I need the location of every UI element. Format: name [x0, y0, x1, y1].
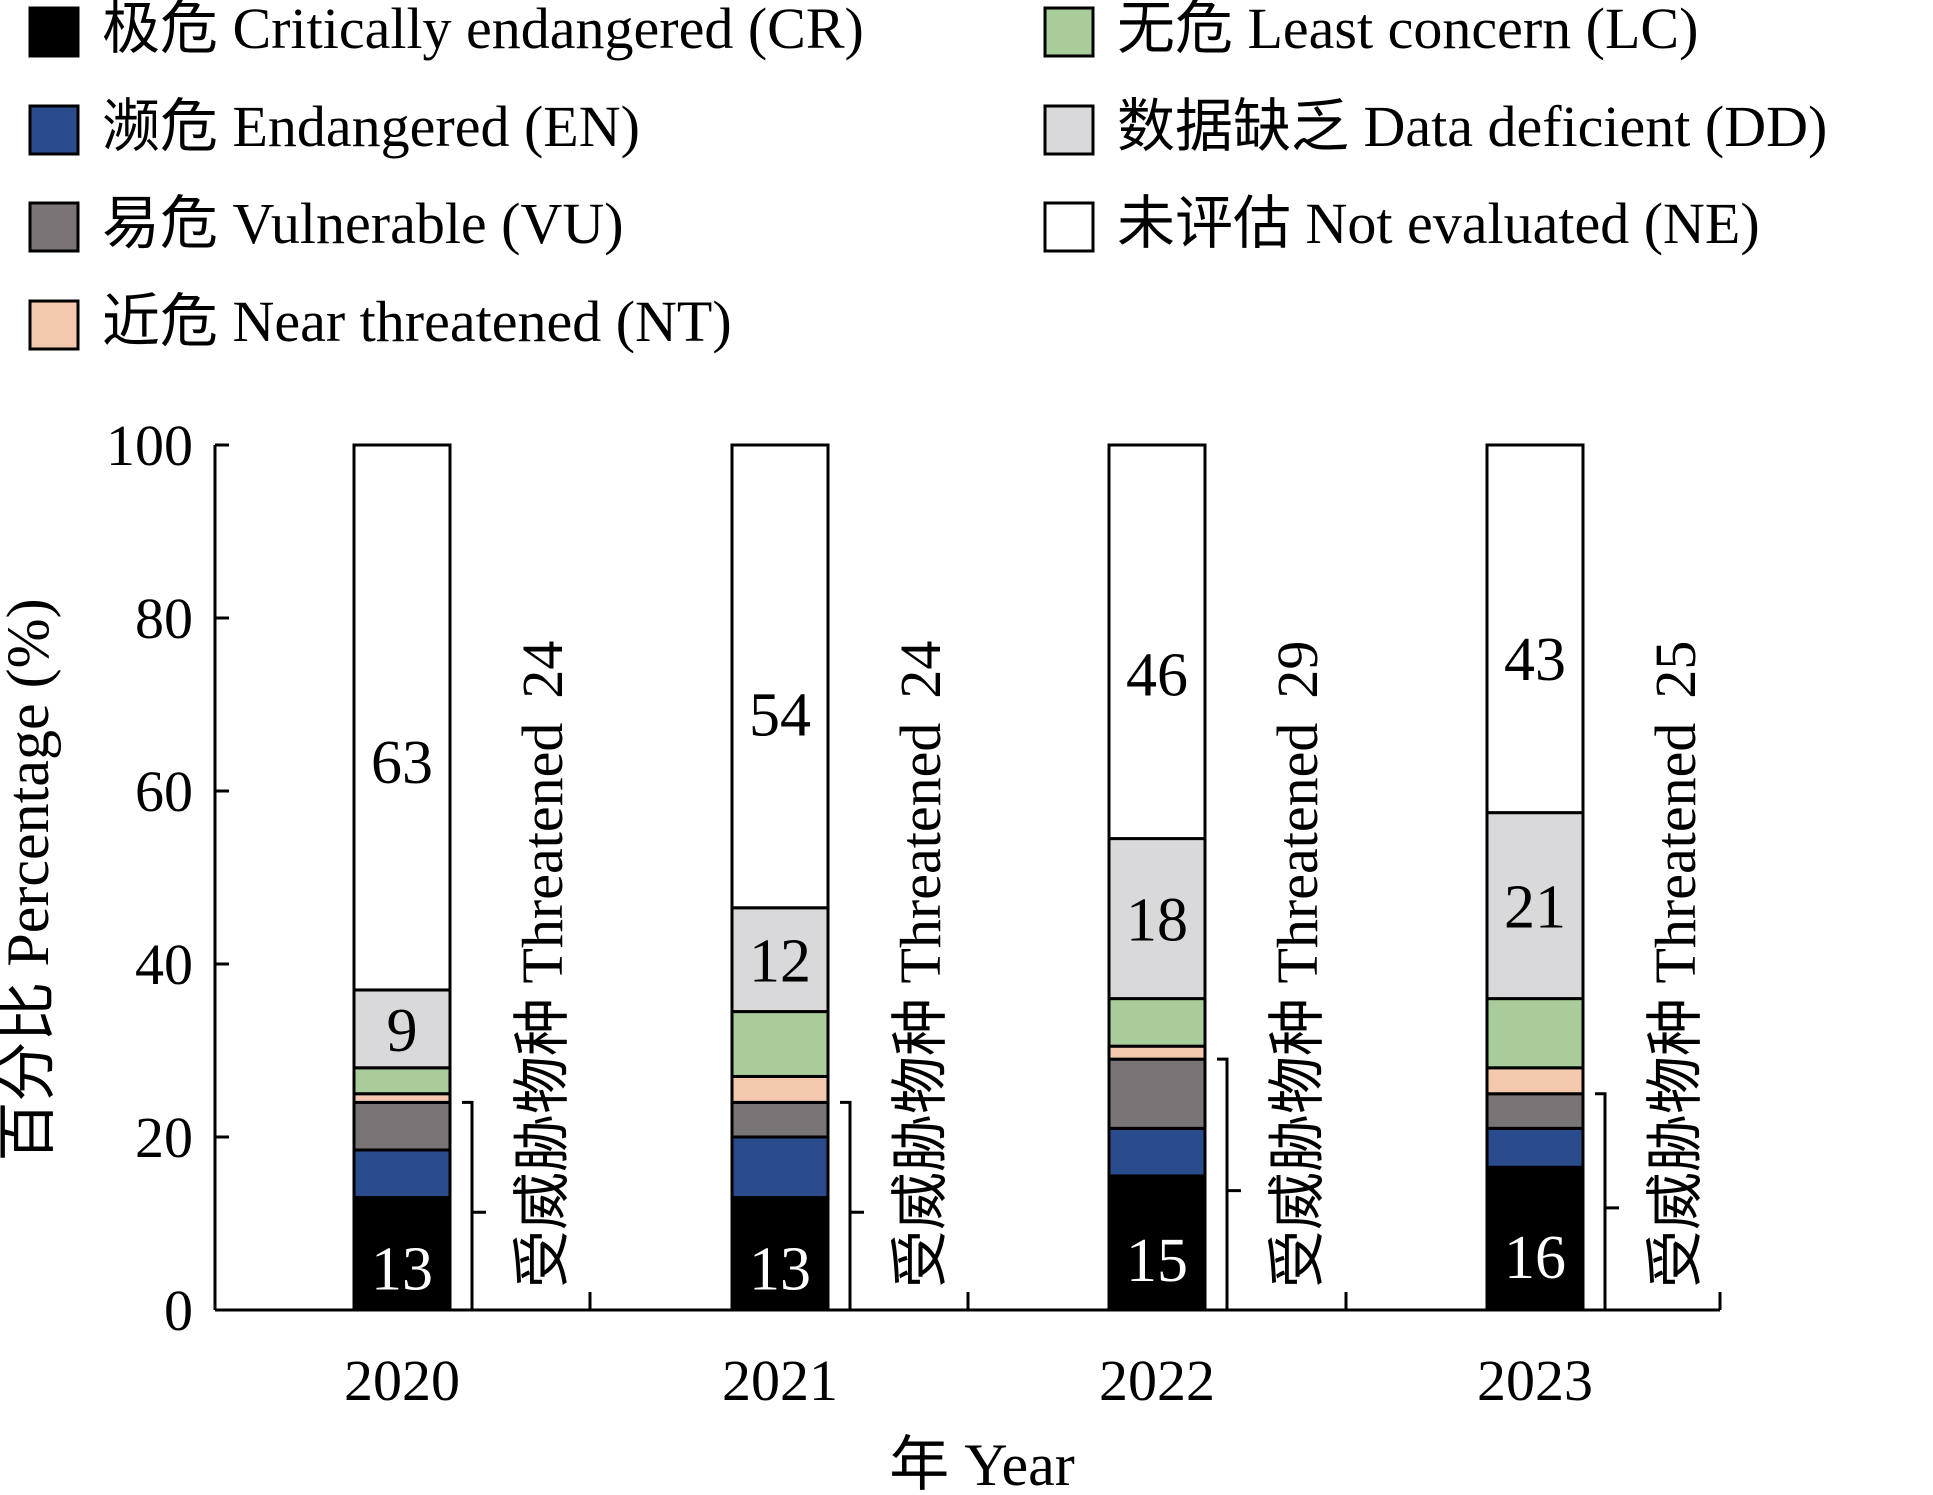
threatened-bracket-2021	[840, 1100, 864, 1312]
bar-label-2023-not-evaluated-ne: 43	[1504, 626, 1566, 694]
bar-label-2022-data-deficient-dd: 18	[1126, 887, 1188, 955]
legend-swatch-vulnerable-vu	[28, 201, 80, 253]
legend-swatch-least-concern-lc	[1043, 6, 1095, 58]
bar-segment-2023-data-deficient-dd	[1485, 811, 1585, 1001]
bar-segment-2021-not-evaluated-ne	[730, 443, 830, 910]
x-tick-label-2021: 2021	[722, 1348, 838, 1413]
bar-segment-2021-vulnerable-vu	[730, 1100, 830, 1139]
bar-segment-2022-critically-endangered-cr	[1107, 1174, 1207, 1312]
bar-label-2021-not-evaluated-ne: 54	[749, 681, 811, 749]
bar-segment-2021-endangered-en	[730, 1135, 830, 1200]
x-tick-label-2022: 2022	[1099, 1348, 1215, 1413]
bar-segment-2022-vulnerable-vu	[1107, 1057, 1207, 1130]
threatened-value-2021: 24	[888, 641, 953, 699]
y-tick-label-20: 20	[135, 1105, 193, 1170]
bar-segment-2022-near-threatened-nt	[1107, 1044, 1207, 1061]
threatened-label-2022: 受威胁物种 Threatened	[1265, 723, 1330, 1288]
legend-swatch-not-evaluated-ne	[1043, 201, 1095, 253]
legend: 极危 Critically endangered (CR) 濒危 Endanger…	[28, 0, 1827, 354]
bar-segment-2023-not-evaluated-ne	[1485, 443, 1585, 815]
x-axis-title: 年 Year	[889, 1432, 1075, 1495]
bar-segment-2020-critically-endangered-cr	[352, 1196, 452, 1312]
legend-label-critically-endangered-cr: 极危 Critically endangered (CR)	[102, 0, 864, 61]
threatened-label-2021: 受威胁物种 Threatened	[888, 723, 953, 1288]
threatened-value-2023: 25	[1643, 641, 1708, 699]
y-tick-label-60: 60	[135, 759, 193, 824]
legend-swatch-critically-endangered-cr	[28, 6, 80, 58]
bar-segment-2023-near-threatened-nt	[1485, 1066, 1585, 1096]
bar-segment-2021-near-threatened-nt	[730, 1074, 830, 1104]
y-tick-label-0: 0	[164, 1278, 193, 1343]
bar-segment-2021-least-concern-lc	[730, 1010, 830, 1078]
threatened-label-2020: 受威胁物种 Threatened	[510, 723, 575, 1288]
y-tick-label-80: 80	[135, 586, 193, 651]
bars: 13 13 15 16 9 12 18 21 63 54 46 43	[352, 443, 1585, 1312]
axes: 0 20 40 60 80 100 2020 2021 2022 2023 年 Year 百分比 Pe…	[0, 413, 1722, 1495]
bar-label-2023-critically-endangered-cr: 16	[1504, 1224, 1566, 1292]
y-axis-title: 百分比 Percentage (%)	[0, 598, 61, 1161]
bar-label-2020-critically-endangered-cr: 13	[371, 1235, 433, 1303]
bar-segment-2022-least-concern-lc	[1107, 997, 1207, 1048]
legend-label-vulnerable-vu: 易危 Vulnerable (VU)	[102, 191, 624, 256]
legend-swatch-near-threatened-nt	[28, 299, 80, 351]
bar-label-2023-data-deficient-dd: 21	[1504, 874, 1566, 942]
bar-segment-2021-critically-endangered-cr	[730, 1196, 830, 1312]
threatened-bracket-2023	[1595, 1092, 1619, 1312]
legend-label-data-deficient-dd: 数据缺乏 Data deficient (DD)	[1117, 94, 1827, 159]
bar-segment-2023-vulnerable-vu	[1485, 1092, 1585, 1130]
bar-segment-2023-critically-endangered-cr	[1485, 1165, 1585, 1312]
bar-segment-2020-vulnerable-vu	[352, 1100, 452, 1152]
bar-segment-2022-data-deficient-dd	[1107, 837, 1207, 1001]
legend-swatch-endangered-en	[28, 104, 80, 156]
threatened-label-2023: 受威胁物种 Threatened	[1643, 723, 1708, 1288]
bar-segment-2022-endangered-en	[1107, 1126, 1207, 1178]
bar-label-2021-critically-endangered-cr: 13	[749, 1235, 811, 1303]
bar-segment-2020-not-evaluated-ne	[352, 443, 452, 992]
legend-label-endangered-en: 濒危 Endangered (EN)	[102, 94, 640, 159]
bar-segment-2020-least-concern-lc	[352, 1066, 452, 1096]
bar-segment-2021-data-deficient-dd	[730, 906, 830, 1014]
bar-label-2022-critically-endangered-cr: 15	[1126, 1227, 1188, 1295]
bar-segment-2023-endangered-en	[1485, 1126, 1585, 1169]
legend-label-near-threatened-nt: 近危 Near threatened (NT)	[102, 289, 732, 354]
threatened-annotations: 受威胁物种 Threatened 24 受威胁物种 Threatened 24 受威胁物…	[462, 641, 1708, 1312]
threatened-bracket-2022	[1217, 1057, 1241, 1312]
y-tick-label-100: 100	[106, 413, 193, 478]
threatened-bracket-2020	[462, 1100, 486, 1312]
x-tick-label-2020: 2020	[344, 1348, 460, 1413]
x-tick-label-2023: 2023	[1477, 1348, 1593, 1413]
legend-swatch-data-deficient-dd	[1043, 104, 1095, 156]
bar-label-2022-not-evaluated-ne: 46	[1126, 641, 1188, 709]
threatened-value-2020: 24	[510, 641, 575, 699]
bar-segment-2022-not-evaluated-ne	[1107, 443, 1207, 841]
threatened-value-2022: 29	[1265, 641, 1330, 699]
bar-segment-2020-endangered-en	[352, 1148, 452, 1200]
bar-label-2021-data-deficient-dd: 12	[749, 928, 811, 996]
y-tick-label-40: 40	[135, 932, 193, 997]
legend-label-least-concern-lc: 无危 Least concern (LC)	[1117, 0, 1698, 61]
legend-label-not-evaluated-ne: 未评估 Not evaluated (NE)	[1117, 191, 1760, 256]
bar-label-2020-not-evaluated-ne: 63	[371, 729, 433, 797]
bar-segment-2023-least-concern-lc	[1485, 997, 1585, 1070]
bar-label-2020-data-deficient-dd: 9	[387, 997, 418, 1065]
